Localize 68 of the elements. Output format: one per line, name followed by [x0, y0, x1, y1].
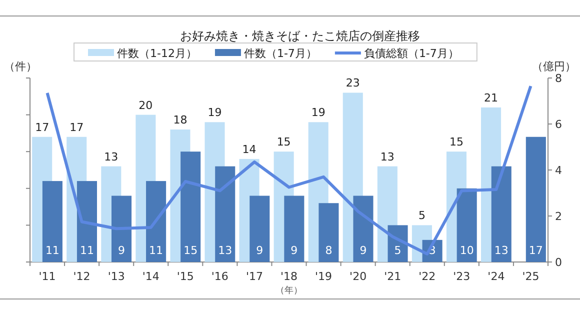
data-label: 9: [256, 244, 264, 257]
x-tick-label: '18: [280, 270, 298, 283]
x-tick-label: '25: [522, 270, 540, 283]
legend-label: 件数（1-12月）: [117, 47, 197, 60]
data-label: 19: [208, 106, 222, 120]
data-label: 17: [528, 244, 543, 257]
data-label: 13: [380, 150, 394, 164]
data-label: 13: [104, 150, 118, 164]
data-label: 17: [70, 120, 84, 134]
data-label: 19: [311, 106, 326, 120]
bar: [42, 181, 62, 262]
data-label: 8: [325, 244, 332, 257]
x-axis-title: （年）: [276, 285, 302, 296]
bar: [526, 136, 546, 262]
bar: [112, 196, 132, 262]
x-tick-label: '24: [488, 270, 505, 283]
x-tick-label: '19: [315, 270, 332, 283]
data-label: 9: [360, 244, 367, 257]
bar: [353, 196, 374, 262]
x-tick-label: '21: [384, 270, 402, 283]
bar: [456, 188, 477, 262]
bar: [250, 196, 270, 262]
x-tick-label: '16: [211, 270, 228, 283]
data-label: 11: [149, 244, 164, 257]
bar: [215, 166, 236, 262]
data-label: 9: [118, 244, 126, 257]
data-label: 23: [346, 76, 360, 90]
bar: [76, 181, 97, 262]
y2-tick-label: 4: [555, 164, 562, 177]
data-label: 5: [394, 244, 402, 257]
data-label: 20: [138, 98, 153, 112]
data-label: 21: [484, 91, 498, 104]
x-tick-label: '20: [350, 270, 367, 283]
x-tick-label: '22: [418, 270, 436, 283]
x-tick-label: '12: [73, 270, 90, 283]
bar: [284, 196, 304, 262]
data-label: 18: [173, 114, 188, 127]
data-label: 13: [494, 244, 508, 257]
x-tick-label: '17: [246, 270, 263, 283]
y2-tick-label: 8: [555, 72, 562, 85]
y2-axis-title: （億円）: [532, 60, 576, 73]
y2-tick-label: 2: [555, 210, 562, 223]
x-tick-label: '23: [453, 270, 470, 283]
x-tick-label: '11: [38, 270, 56, 283]
data-label: 17: [35, 120, 50, 134]
bar: [318, 203, 339, 262]
data-label: 10: [460, 244, 474, 257]
data-label: 9: [290, 244, 298, 257]
chart-title: お好み焼き・焼きそば・たこ焼店の倒産推移: [180, 29, 420, 43]
y2-tick-label: 6: [555, 118, 562, 131]
data-label: 13: [218, 244, 232, 257]
data-label: 11: [45, 244, 60, 257]
x-tick-label: '14: [142, 270, 160, 283]
bar: [180, 152, 201, 262]
legend-label: 負債総額（1-7月）: [364, 47, 459, 60]
data-label: 15: [449, 136, 464, 149]
data-label: 15: [184, 244, 198, 257]
x-tick-label: '13: [108, 270, 125, 283]
legend-label: 件数（1-7月）: [244, 47, 317, 60]
data-label: 11: [80, 244, 94, 257]
x-tick-label: '15: [176, 270, 194, 283]
y-axis-title: （件）: [4, 60, 37, 73]
data-label: 5: [418, 209, 426, 222]
bar: [491, 166, 512, 262]
y2-tick-label: 0: [555, 256, 562, 269]
bar: [146, 181, 166, 262]
data-label: 15: [276, 136, 291, 149]
data-label: 14: [242, 142, 256, 156]
